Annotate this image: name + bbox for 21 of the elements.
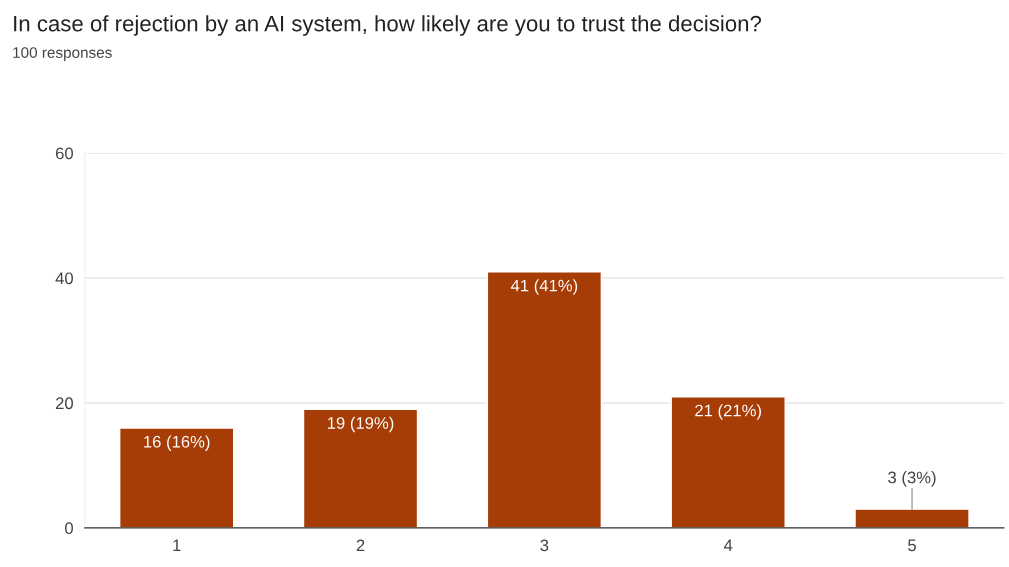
x-tick-label: 4: [723, 539, 733, 552]
chart-subtitle: 100 responses: [13, 47, 112, 61]
y-tick-label: 60: [55, 147, 73, 160]
y-tick-label: 40: [55, 272, 73, 285]
data-label: 16 (16%): [144, 435, 210, 451]
bar: [670, 396, 786, 528]
x-tick-label: 1: [173, 539, 181, 552]
bar: [486, 271, 603, 528]
x-tick-label: 2: [356, 539, 365, 552]
bar: [854, 508, 970, 528]
data-label: 41 (41%): [510, 279, 578, 295]
x-tick-label: 5: [908, 539, 916, 552]
data-label: 21 (21%): [695, 404, 761, 420]
bar: [302, 408, 419, 528]
chart-title: In case of rejection by an AI system, how likely are you to trust the decision?: [14, 15, 762, 36]
x-tick-label: 3: [540, 539, 549, 552]
data-label: 3 (3%): [888, 471, 936, 487]
y-tick-label: 20: [55, 397, 73, 410]
data-label: 19 (19%): [327, 416, 394, 433]
y-tick-label: 0: [65, 522, 73, 535]
bar: [118, 427, 235, 528]
